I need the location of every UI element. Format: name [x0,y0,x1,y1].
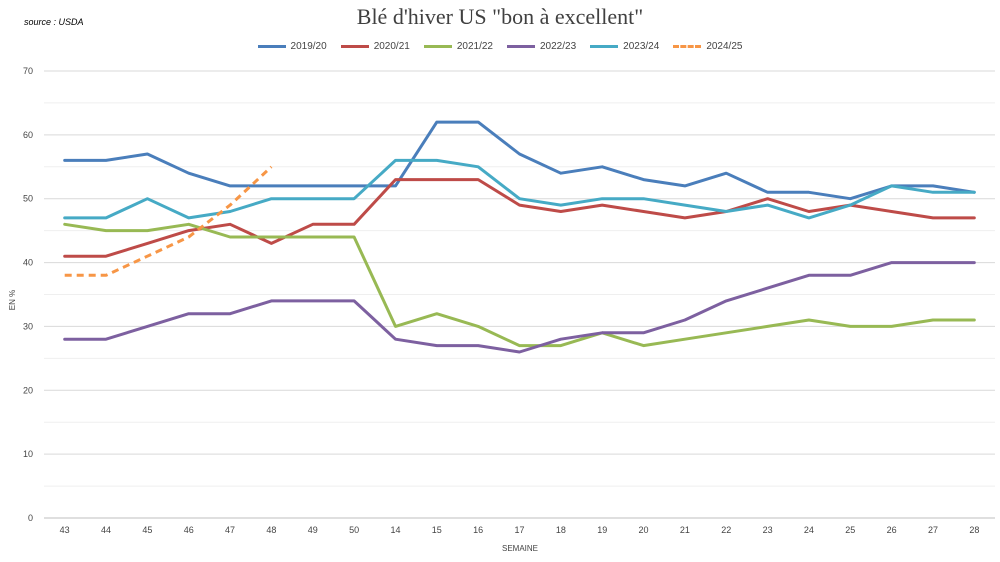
legend-swatch [507,45,535,48]
x-tick-label: 19 [597,525,607,535]
legend-swatch [590,45,619,48]
source-note: source : USDA [24,17,84,27]
series-line-2019-20 [63,120,976,201]
x-axis-label: SEMAINE [502,544,538,553]
legend-label: 2024/25 [706,41,743,52]
series-lines [63,120,976,354]
legend-item-2024-25: 2024/25 [673,41,742,52]
legend-label: 2020/21 [373,41,410,52]
y-axis-label: EN % [8,290,17,310]
series-line-2022-23 [63,261,976,354]
x-tick-label: 45 [142,525,152,535]
legend-label: 2022/23 [540,41,577,52]
legend-label: 2019/20 [290,41,327,52]
x-tick-label: 23 [763,525,773,535]
y-tick-label: 20 [23,385,33,395]
legend-item-2022-23: 2022/23 [507,41,576,52]
x-tick-label: 17 [514,525,524,535]
legend-swatch [257,45,286,48]
series-line-2024-25 [64,165,273,277]
x-tick-label: 44 [101,525,111,535]
axes: 0 10 20 30 40 50 60 70 43 44 45 46 47 48 49 50 14 15 16 17 1… [23,66,995,535]
y-tick-label: 0 [28,513,33,523]
x-tick-label: 16 [473,525,483,535]
x-tick-label: 26 [887,525,897,535]
x-tick-label: 28 [969,525,979,535]
x-tick-label: 21 [680,525,690,535]
series-line-2020-21 [63,178,976,258]
chart-title: Blé d'hiver US "bon à excellent" [356,4,644,29]
legend-swatch [673,45,702,48]
legend-label: 2023/24 [623,41,660,52]
grid-lines [44,70,995,519]
series-line-2023-24 [63,158,976,220]
x-tick-label: 22 [721,525,731,535]
x-tick-label: 47 [225,525,235,535]
x-tick-label: 27 [928,525,938,535]
y-tick-label: 40 [23,258,33,268]
y-tick-label: 30 [23,321,33,331]
legend-label: 2021/22 [456,41,493,52]
x-tick-label: 15 [432,525,442,535]
y-tick-label: 50 [23,194,33,204]
x-tick-label: 50 [349,525,359,535]
y-tick-label: 10 [23,449,33,459]
x-tick-label: 46 [184,525,194,535]
legend-item-2019-20: 2019/20 [257,41,327,52]
x-tick-label: 49 [308,525,318,535]
x-tick-label: 25 [845,525,855,535]
chart-legend: 2019/20 2020/21 2021/22 2022/23 2023/24 2024/… [0,41,1000,52]
x-tick-label: 18 [556,525,566,535]
x-tick-label: 43 [60,525,70,535]
x-tick-label: 24 [804,525,814,535]
legend-swatch [340,45,369,48]
legend-item-2020-21: 2020/21 [340,41,410,52]
series-line-2021-22 [63,222,976,348]
legend-swatch [423,45,452,48]
legend-item-2023-24: 2023/24 [590,41,659,52]
x-tick-label: 14 [390,525,400,535]
y-tick-label: 60 [23,130,33,140]
legend-item-2021-22: 2021/22 [423,41,493,52]
y-tick-label: 70 [23,66,33,76]
x-tick-label: 20 [639,525,649,535]
x-tick-label: 48 [266,525,276,535]
